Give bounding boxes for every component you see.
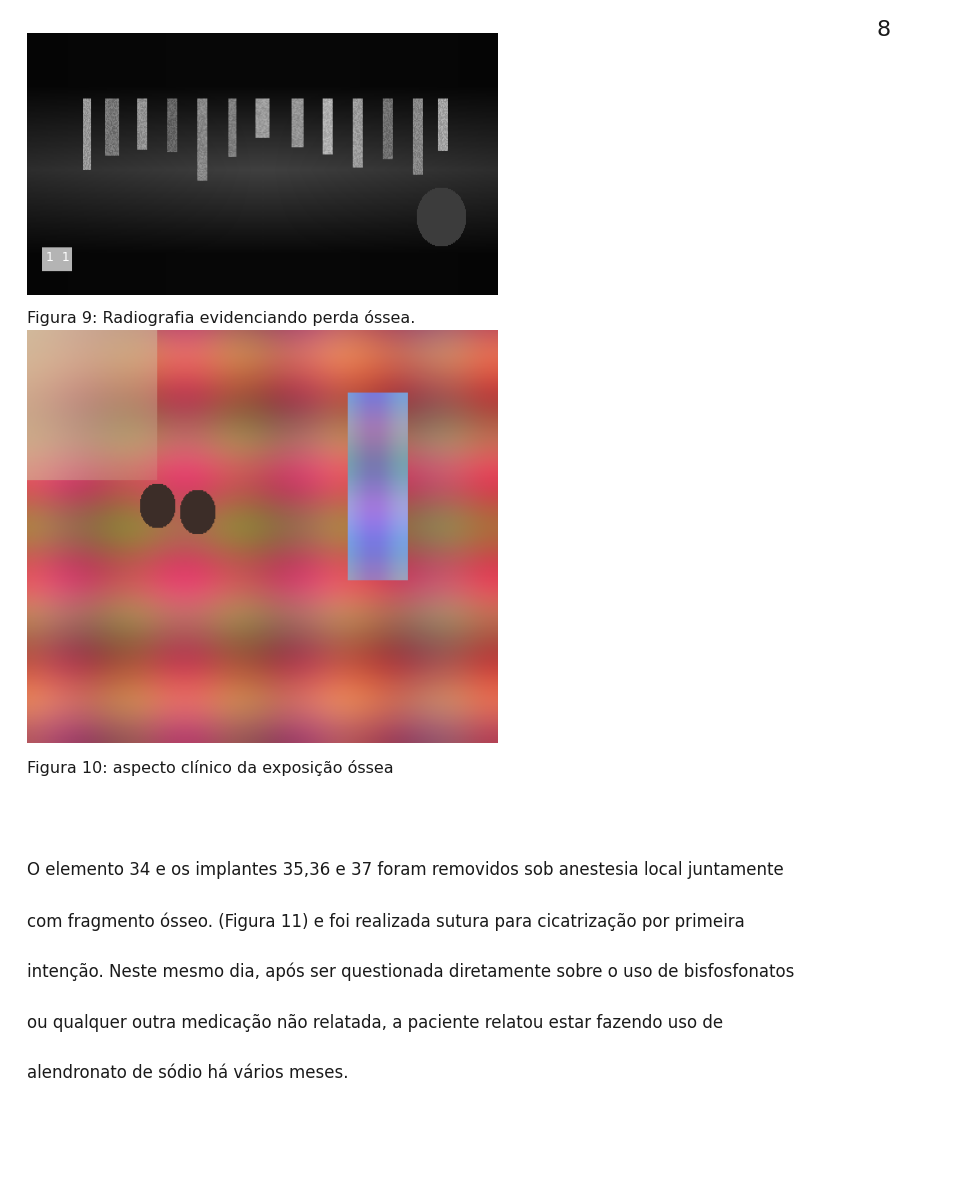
- Text: Figura 10: aspecto clínico da exposição óssea: Figura 10: aspecto clínico da exposição …: [27, 760, 394, 776]
- Text: com fragmento ósseo. (Figura 11) e foi realizada sutura para cicatrização por pr: com fragmento ósseo. (Figura 11) e foi r…: [27, 912, 745, 931]
- Text: O elemento 34 e os implantes 35,36 e 37 foram removidos sob anestesia local junt: O elemento 34 e os implantes 35,36 e 37 …: [27, 861, 783, 879]
- Text: alendronato de sódio há vários meses.: alendronato de sódio há vários meses.: [27, 1064, 348, 1082]
- Text: ou qualquer outra medicação não relatada, a paciente relatou estar fazendo uso d: ou qualquer outra medicação não relatada…: [27, 1014, 723, 1031]
- Text: 1  1: 1 1: [46, 250, 69, 263]
- Text: 8: 8: [876, 20, 890, 39]
- Text: Figura 9: Radiografia evidenciando perda óssea.: Figura 9: Radiografia evidenciando perda…: [27, 310, 416, 327]
- Text: intenção. Neste mesmo dia, após ser questionada diretamente sobre o uso de bisfo: intenção. Neste mesmo dia, após ser ques…: [27, 963, 794, 982]
